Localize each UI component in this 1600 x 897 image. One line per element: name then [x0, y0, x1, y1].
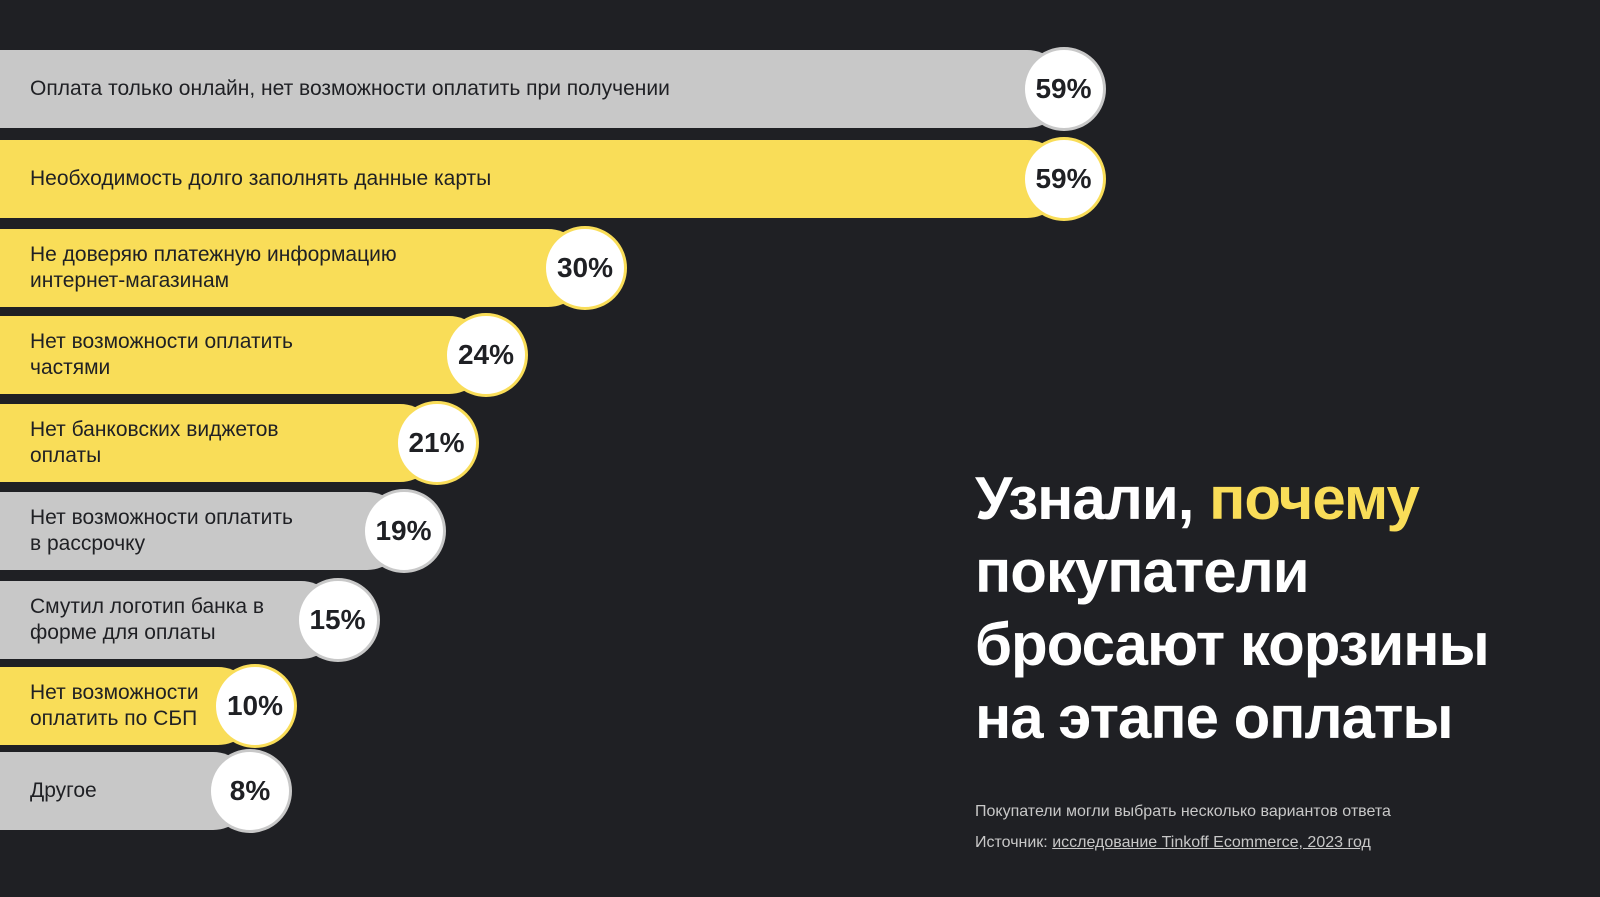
value-label: 21% — [394, 401, 479, 485]
value-label: 24% — [444, 313, 528, 397]
bar-label: Необходимость долго заполнять данные кар… — [30, 167, 492, 190]
bar: Нет банковских виджетов оплаты — [0, 404, 439, 482]
title-text: Узнали, — [975, 465, 1210, 532]
page-title: Узнали, почему покупатели бросают корзины… — [975, 462, 1535, 754]
bar: Необходимость долго заполнять данные кар… — [0, 140, 1066, 218]
value-label: 30% — [543, 226, 627, 310]
source-label: Источник: — [975, 834, 1053, 851]
bar-label: Не доверяю платежную информацию интернет… — [30, 243, 397, 292]
bar: Смутил логотип банка в форме для оплаты — [0, 581, 340, 659]
value-label: 59% — [1021, 137, 1106, 221]
value-label: 15% — [295, 578, 380, 662]
bar: Нет возможности оплатить частями — [0, 316, 488, 394]
bar-label: Нет возможности оплатить в рассрочку — [30, 506, 293, 555]
bar-label: Нет возможности оплатить частями — [30, 330, 293, 379]
source-link[interactable]: исследование Tinkoff Ecommerce, 2023 год — [1052, 834, 1371, 851]
bar-label: Нет банковских виджетов оплаты — [30, 418, 279, 467]
bar: Оплата только онлайн, нет возможности оп… — [0, 50, 1066, 128]
source: Источник: исследование Tinkoff Ecommerce… — [975, 834, 1371, 852]
bar-label: Смутил логотип банка в форме для оплаты — [30, 595, 265, 644]
bar: Не доверяю платежную информацию интернет… — [0, 229, 587, 307]
footnote: Покупатели могли выбрать несколько вариа… — [975, 803, 1391, 820]
value-label: 8% — [208, 749, 292, 833]
value-label: 10% — [213, 664, 297, 748]
value-label: 59% — [1021, 47, 1106, 131]
bar-label: Нет возможности оплатить по СБП — [30, 681, 199, 730]
bar-label: Оплата только онлайн, нет возможности оп… — [30, 77, 670, 100]
bar-label: Другое — [30, 779, 97, 802]
title-rest: покупатели бросают корзины на этапе опла… — [975, 538, 1490, 751]
title-accent: почему — [1209, 465, 1420, 532]
bar: Нет возможности оплатить в рассрочку — [0, 492, 406, 570]
bar: Нет возможности оплатить по СБП — [0, 667, 257, 745]
value-label: 19% — [361, 489, 446, 573]
